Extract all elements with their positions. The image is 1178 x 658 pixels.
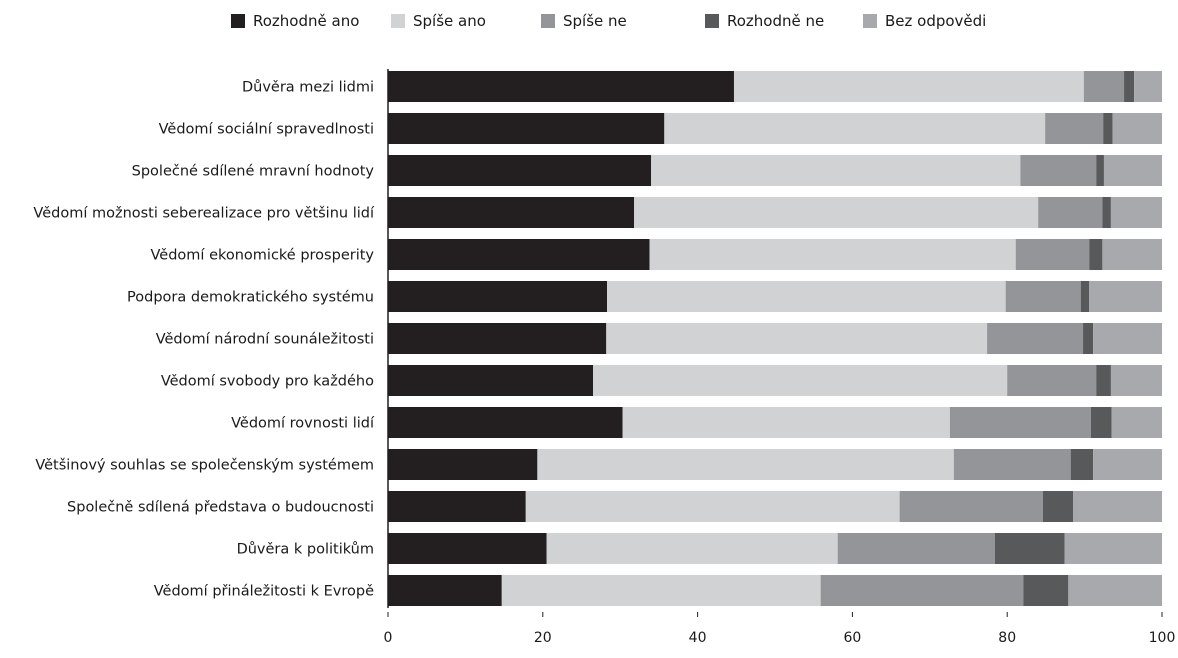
bar-spise-ne-podpora-demokratickeho-systemu (1005, 281, 1081, 312)
bar-bez-odpovedi-vedomi-ekonomicke-prosperity (1102, 239, 1162, 270)
bar-rozhodne-ano-vedomi-svobody-pro-kazdeho (388, 365, 594, 396)
bar-bez-odpovedi-duvera-k-politikum (1064, 533, 1162, 564)
bar-rozhodne-ano-vedomi-socialni-spravedlnosti (388, 113, 665, 144)
legend-label-rozhodne-ano: Rozhodně ano (253, 12, 359, 30)
legend-swatch-spise-ano (391, 14, 405, 28)
bar-spise-ano-vedomi-ekonomicke-prosperity (649, 239, 1016, 270)
bar-rozhodne-ne-duvera-mezi-lidmi (1124, 71, 1135, 102)
bar-spise-ano-vedomi-svobody-pro-kazdeho (593, 365, 1008, 396)
x-tick-label-40: 40 (689, 630, 707, 646)
bar-rozhodne-ne-vedomi-moznosti-seberealizace-pro-vetsinu-lidi (1102, 197, 1111, 228)
bar-spise-ano-vedomi-rovnosti-lidi (622, 407, 950, 438)
bar-spise-ne-vedomi-rovnosti-lidi (949, 407, 1091, 438)
bar-rozhodne-ne-podpora-demokratickeho-systemu (1080, 281, 1090, 312)
category-label-vedomi-narodni-sounalezitosti: Vědomí národní sounáležitosti (156, 332, 374, 348)
bar-spise-ne-duvera-mezi-lidmi (1083, 71, 1125, 102)
bar-rozhodne-ne-vedomi-prinalezitosti-k-evrope (1023, 575, 1069, 606)
bar-rozhodne-ano-spolecne-sdilene-mravni-hodnoty (388, 155, 652, 186)
bar-spise-ano-vedomi-prinalezitosti-k-evrope (501, 575, 821, 606)
legend-swatch-bez-odpovedi (863, 14, 877, 28)
bar-spise-ano-podpora-demokratickeho-systemu (607, 281, 1006, 312)
legend-label-rozhodne-ne: Rozhodně ne (727, 12, 824, 30)
category-label-spolecne-sdilena-predstava-o-budoucnosti: Společně sdílená představa o budoucnosti (67, 500, 374, 516)
legend-swatch-spise-ne (541, 14, 555, 28)
legend-swatch-rozhodne-ano (231, 14, 245, 28)
bar-spise-ano-vetsinovy-souhlas-se-spolecenskym-systemem (537, 449, 954, 480)
x-tick-label-60: 60 (843, 630, 861, 646)
bar-spise-ne-duvera-k-politikum (837, 533, 995, 564)
x-tick-label-80: 80 (998, 630, 1016, 646)
bar-spise-ne-vedomi-narodni-sounalezitosti (987, 323, 1084, 354)
bar-bez-odpovedi-vedomi-rovnosti-lidi (1111, 407, 1162, 438)
bar-bez-odpovedi-spolecne-sdilena-predstava-o-budoucnosti (1072, 491, 1162, 522)
category-label-vedomi-rovnosti-lidi: Vědomí rovnosti lidí (231, 416, 375, 432)
bar-spise-ano-spolecne-sdilena-predstava-o-budoucnosti (525, 491, 900, 522)
category-label-vedomi-socialni-spravedlnosti: Vědomí sociální spravedlnosti (159, 122, 374, 138)
bar-rozhodne-ne-vedomi-narodni-sounalezitosti (1083, 323, 1094, 354)
bar-rozhodne-ano-podpora-demokratickeho-systemu (388, 281, 608, 312)
bar-spise-ano-spolecne-sdilene-mravni-hodnoty (651, 155, 1021, 186)
bar-spise-ne-vedomi-socialni-spravedlnosti (1045, 113, 1104, 144)
bar-bez-odpovedi-vedomi-svobody-pro-kazdeho (1110, 365, 1162, 396)
bar-spise-ne-vetsinovy-souhlas-se-spolecenskym-systemem (953, 449, 1071, 480)
category-label-vedomi-prinalezitosti-k-evrope: Vědomí přináležitosti k Evropě (154, 584, 374, 600)
category-label-vetsinovy-souhlas-se-spolecenskym-systemem: Většinový souhlas se společenským systém… (35, 458, 374, 474)
bar-rozhodne-ano-duvera-k-politikum (388, 533, 547, 564)
bar-spise-ano-duvera-k-politikum (546, 533, 838, 564)
bar-rozhodne-ne-spolecne-sdilene-mravni-hodnoty (1096, 155, 1104, 186)
bar-bez-odpovedi-vedomi-socialni-spravedlnosti (1112, 113, 1162, 144)
category-label-duvera-mezi-lidmi: Důvěra mezi lidmi (242, 80, 374, 96)
category-label-podpora-demokratickeho-systemu: Podpora demokratického systému (127, 290, 374, 306)
bar-spise-ano-duvera-mezi-lidmi (733, 71, 1084, 102)
bar-spise-ne-vedomi-svobody-pro-kazdeho (1007, 365, 1097, 396)
bar-rozhodne-ne-vedomi-svobody-pro-kazdeho (1096, 365, 1111, 396)
category-label-duvera-k-politikum: Důvěra k politikům (237, 542, 374, 558)
x-tick-label-100: 100 (1149, 630, 1176, 646)
bar-rozhodne-ne-vetsinovy-souhlas-se-spolecenskym-systemem (1070, 449, 1094, 480)
bar-bez-odpovedi-spolecne-sdilene-mravni-hodnoty (1103, 155, 1162, 186)
bar-spise-ano-vedomi-narodni-sounalezitosti (606, 323, 988, 354)
category-label-spolecne-sdilene-mravni-hodnoty: Společné sdílené mravní hodnoty (132, 164, 375, 180)
bar-bez-odpovedi-podpora-demokratickeho-systemu (1089, 281, 1162, 312)
bar-rozhodne-ne-vedomi-socialni-spravedlnosti (1103, 113, 1113, 144)
legend-label-bez-odpovedi: Bez odpovědi (885, 12, 986, 30)
bar-bez-odpovedi-vetsinovy-souhlas-se-spolecenskym-systemem (1093, 449, 1162, 480)
legend-label-spise-ano: Spíše ano (413, 12, 486, 30)
category-label-vedomi-ekonomicke-prosperity: Vědomí ekonomické prosperity (151, 248, 375, 264)
bar-spise-ano-vedomi-moznosti-seberealizace-pro-vetsinu-lidi (634, 197, 1039, 228)
category-label-vedomi-moznosti-seberealizace-pro-vetsinu-lidi: Vědomí možnosti seberealizace pro většin… (33, 206, 375, 222)
legend-label-spise-ne: Spíše ne (563, 12, 627, 30)
bar-rozhodne-ne-vedomi-ekonomicke-prosperity (1089, 239, 1103, 270)
bar-spise-ne-vedomi-moznosti-seberealizace-pro-vetsinu-lidi (1038, 197, 1103, 228)
x-tick-label-20: 20 (534, 630, 552, 646)
bar-spise-ne-vedomi-ekonomicke-prosperity (1015, 239, 1090, 270)
x-tick-label-0: 0 (384, 630, 393, 646)
legend-swatch-rozhodne-ne (705, 14, 719, 28)
bar-rozhodne-ano-vedomi-narodni-sounalezitosti (388, 323, 607, 354)
bar-rozhodne-ne-spolecne-sdilena-predstava-o-budoucnosti (1042, 491, 1073, 522)
bar-bez-odpovedi-vedomi-moznosti-seberealizace-pro-vetsinu-lidi (1110, 197, 1162, 228)
bar-spise-ano-vedomi-socialni-spravedlnosti (664, 113, 1046, 144)
bar-rozhodne-ano-duvera-mezi-lidmi (388, 71, 734, 102)
bar-bez-odpovedi-vedomi-prinalezitosti-k-evrope (1068, 575, 1162, 606)
bar-rozhodne-ne-vedomi-rovnosti-lidi (1090, 407, 1112, 438)
bar-bez-odpovedi-duvera-mezi-lidmi (1134, 71, 1162, 102)
bar-bez-odpovedi-vedomi-narodni-sounalezitosti (1093, 323, 1162, 354)
bar-spise-ne-spolecne-sdilene-mravni-hodnoty (1020, 155, 1097, 186)
bar-rozhodne-ano-vetsinovy-souhlas-se-spolecenskym-systemem (388, 449, 538, 480)
bar-spise-ne-spolecne-sdilena-predstava-o-budoucnosti (899, 491, 1043, 522)
bar-rozhodne-ano-vedomi-ekonomicke-prosperity (388, 239, 650, 270)
bar-rozhodne-ano-spolecne-sdilena-predstava-o-budoucnosti (388, 491, 526, 522)
category-label-vedomi-svobody-pro-kazdeho: Vědomí svobody pro každého (161, 374, 374, 390)
bar-rozhodne-ano-vedomi-prinalezitosti-k-evrope (388, 575, 502, 606)
bar-rozhodne-ne-duvera-k-politikum (994, 533, 1065, 564)
bar-rozhodne-ano-vedomi-rovnosti-lidi (388, 407, 623, 438)
bar-spise-ne-vedomi-prinalezitosti-k-evrope (820, 575, 1024, 606)
bar-rozhodne-ano-vedomi-moznosti-seberealizace-pro-vetsinu-lidi (388, 197, 635, 228)
